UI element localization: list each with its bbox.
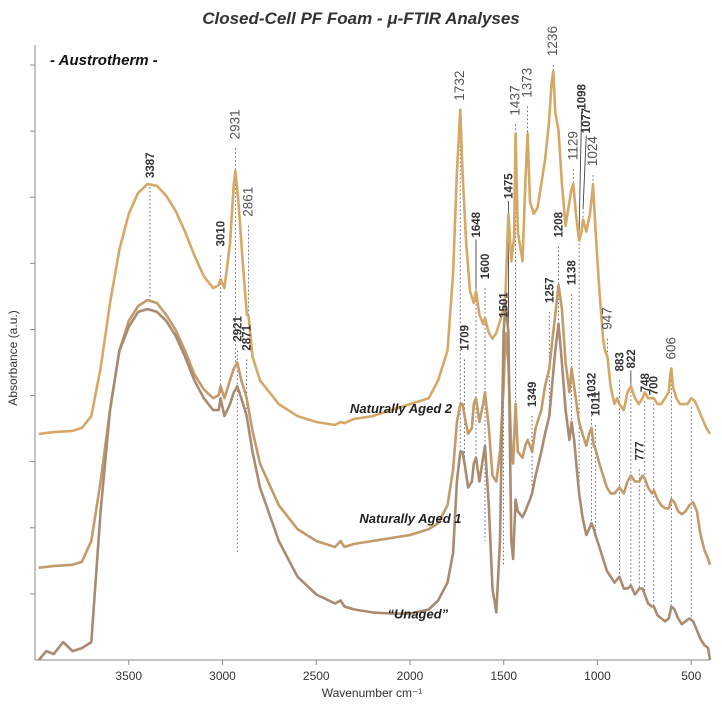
peak-label: 822 — [626, 349, 638, 368]
x-axis-title: Wavenumber cm⁻¹ — [322, 686, 423, 700]
peak-label: 1257 — [544, 277, 556, 303]
peak-leader — [582, 135, 587, 208]
peak-label: 1129 — [565, 131, 580, 160]
peak-label: 1501 — [499, 292, 511, 318]
peak-label: 883 — [614, 352, 626, 371]
y-axis-title: Absorbance (a.u.) — [6, 310, 20, 405]
peak-label: 1349 — [527, 382, 539, 408]
peak-label: 777 — [634, 441, 646, 460]
peak-label: 3387 — [145, 152, 157, 178]
x-tick-label: 2000 — [397, 669, 424, 683]
curve-labels: Naturally Aged 2 Naturally Aged 1 “Unaged” — [350, 401, 461, 621]
peak-label: 1648 — [471, 211, 483, 237]
x-ticks: 3500 3000 2500 2000 1500 1000 500 — [115, 660, 702, 683]
chart-title: Closed-Cell PF Foam - μ-FTIR Analyses — [202, 9, 520, 28]
peak-label: 1236 — [545, 26, 560, 56]
peak-label: 2871 — [242, 324, 254, 350]
peak-label: 3010 — [216, 221, 228, 247]
series-line-0 — [38, 69, 712, 436]
peak-label: 1138 — [567, 260, 579, 286]
series-line-2 — [37, 301, 712, 661]
peak-label: 2931 — [227, 109, 242, 139]
peak-label: 606 — [663, 337, 678, 360]
curve-label: “Unaged” — [388, 606, 449, 621]
x-tick-label: 500 — [681, 669, 701, 683]
x-tick-label: 3500 — [115, 669, 142, 683]
peak-label: 1024 — [585, 136, 600, 167]
curve-label: Naturally Aged 1 — [359, 511, 461, 526]
x-tick-label: 1000 — [584, 669, 611, 683]
peak-label: 1732 — [452, 71, 467, 101]
peak-label: 1077 — [581, 108, 593, 134]
peak-label: 1373 — [520, 68, 535, 98]
peak-label: 2921 — [232, 315, 244, 341]
peak-label: 1011 — [590, 390, 602, 416]
chart-subtitle: - Austrotherm - — [50, 52, 158, 69]
peak-label: 947 — [599, 307, 614, 330]
peak-label: 1600 — [480, 254, 492, 280]
peak-label: 1032 — [587, 373, 599, 399]
x-tick-label: 3000 — [209, 669, 236, 683]
peak-label: 1475 — [503, 173, 515, 199]
curve-label: Naturally Aged 2 — [350, 401, 453, 416]
spectra — [37, 69, 712, 661]
peak-label: 1208 — [554, 211, 566, 237]
peak-label: 1098 — [577, 83, 589, 109]
y-ticks — [30, 64, 35, 595]
peak-label: 2861 — [241, 187, 256, 217]
peak-label: 1437 — [508, 86, 523, 116]
peak-label: 700 — [649, 376, 661, 395]
peak-label: 1709 — [460, 325, 472, 351]
x-tick-label: 1500 — [490, 669, 517, 683]
peak-label: 748 — [640, 372, 652, 392]
peak-guides — [149, 65, 692, 622]
peak-leader — [578, 111, 583, 232]
x-tick-label: 2500 — [303, 669, 330, 683]
